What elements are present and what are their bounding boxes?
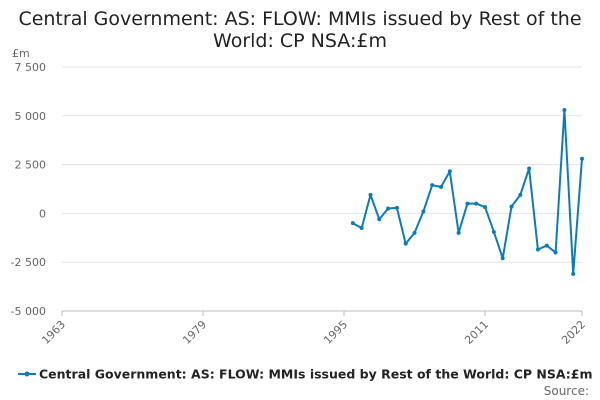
data-point[interactable] — [430, 183, 435, 188]
data-point[interactable] — [368, 192, 373, 197]
data-point[interactable] — [421, 209, 426, 214]
source-label: Source: — [544, 384, 589, 398]
y-tick-label: -5 000 — [11, 305, 46, 318]
x-tick-label: 1995 — [321, 318, 350, 347]
y-tick-labels: 7 500 5 000 2 500 0 -2 500 -5 000 — [11, 61, 46, 318]
data-point[interactable] — [544, 243, 549, 248]
data-point[interactable] — [527, 166, 532, 171]
data-point[interactable] — [350, 221, 355, 226]
x-tick-label: 2022 — [559, 318, 588, 347]
data-point[interactable] — [535, 247, 540, 252]
series-line — [352, 108, 583, 275]
data-point[interactable] — [465, 201, 470, 206]
y-tick-label: 0 — [39, 207, 46, 220]
data-point[interactable] — [483, 205, 488, 210]
x-tick-label: 2011 — [462, 318, 491, 347]
chart-title-line-1: Central Government: AS: FLOW: MMIs issue… — [18, 8, 581, 30]
grid-lines — [62, 66, 582, 263]
axes — [61, 310, 583, 316]
data-point[interactable] — [447, 169, 452, 174]
y-axis-unit-label: £m — [12, 47, 30, 60]
x-tick-label: 1963 — [39, 318, 68, 347]
legend-label: Central Government: AS: FLOW: MMIs issue… — [39, 367, 593, 382]
legend-swatch-marker — [24, 371, 30, 377]
x-tick-labels: 1963 1979 1995 2011 2022 — [39, 318, 588, 347]
data-point[interactable] — [562, 107, 567, 112]
data-point[interactable] — [491, 229, 496, 234]
data-point[interactable] — [394, 205, 399, 210]
data-point[interactable] — [456, 230, 461, 235]
data-point[interactable] — [377, 217, 382, 222]
x-tick-label: 1979 — [180, 318, 209, 347]
data-point[interactable] — [571, 271, 576, 276]
data-point[interactable] — [553, 250, 558, 255]
data-point[interactable] — [580, 156, 584, 161]
data-point[interactable] — [359, 226, 364, 231]
chart-title-line-2: World: CP NSA:£m — [213, 30, 387, 52]
data-point[interactable] — [438, 185, 443, 190]
data-point[interactable] — [500, 256, 505, 261]
data-point[interactable] — [509, 204, 514, 209]
y-tick-label: 7 500 — [15, 61, 47, 74]
series-layer — [350, 107, 584, 276]
data-point[interactable] — [386, 206, 391, 211]
y-tick-label: 5 000 — [15, 110, 47, 123]
data-point[interactable] — [518, 192, 523, 197]
legend[interactable]: Central Government: AS: FLOW: MMIs issue… — [18, 367, 593, 382]
y-tick-label: 2 500 — [15, 159, 47, 172]
y-tick-label: -2 500 — [11, 256, 46, 269]
data-point[interactable] — [474, 201, 479, 206]
data-point[interactable] — [412, 230, 417, 235]
data-point[interactable] — [403, 241, 408, 246]
